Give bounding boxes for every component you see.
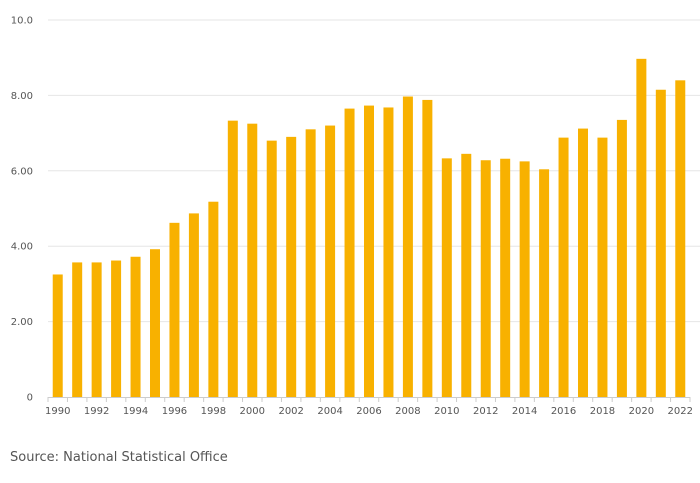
bar-1992 <box>91 262 102 397</box>
x-tick-label: 2004 <box>317 406 342 417</box>
x-axis <box>47 397 691 402</box>
y-tick-label: 10.0 <box>11 16 33 27</box>
bar-2020 <box>636 58 647 398</box>
x-tick-label: 2014 <box>512 406 537 417</box>
x-axis-tick-labels: 1990 1992 1994 1996 1998 2000 2002 2004 2006 2008… <box>45 406 693 417</box>
bar-2012 <box>480 160 491 397</box>
x-tick-label: 2020 <box>629 406 654 417</box>
bar-2013 <box>500 158 511 397</box>
bar-2010 <box>441 158 452 397</box>
bar-2000 <box>247 123 258 398</box>
y-tick-label: 8.00 <box>11 91 33 102</box>
bar-1997 <box>188 213 199 397</box>
bar-2003 <box>305 129 316 397</box>
bar-2009 <box>422 99 433 397</box>
bar-1991 <box>72 262 83 397</box>
bar-2016 <box>558 137 569 397</box>
x-tick-label: 2016 <box>551 406 576 417</box>
bar-2015 <box>539 169 550 397</box>
x-tick-label: 1998 <box>201 406 226 417</box>
bar-1993 <box>111 260 122 397</box>
y-tick-label: 6.00 <box>11 166 33 177</box>
bar-2021 <box>655 89 666 398</box>
bar-1998 <box>208 201 219 397</box>
bar-2005 <box>344 108 355 397</box>
bar-2007 <box>383 107 394 398</box>
x-tick-label: 2010 <box>434 406 459 417</box>
x-tick-label: 2000 <box>240 406 265 417</box>
x-tick-label: 2022 <box>668 406 693 417</box>
bar-1994 <box>130 256 141 397</box>
x-tick-label: 2002 <box>278 406 303 417</box>
x-tick-label: 1992 <box>84 406 109 417</box>
bars <box>52 58 686 398</box>
source-note: Source: National Statistical Office <box>10 450 228 465</box>
x-tick-label: 2018 <box>590 406 615 417</box>
y-tick-label: 4.00 <box>11 242 33 253</box>
bar-2018 <box>597 137 608 397</box>
bar-2019 <box>616 119 627 397</box>
bar-2008 <box>402 96 413 397</box>
x-tick-label: 2008 <box>395 406 420 417</box>
x-tick-label: 2006 <box>356 406 381 417</box>
bar-1999 <box>227 120 238 397</box>
bar-2004 <box>325 125 336 397</box>
bar-2006 <box>364 105 374 397</box>
x-tick-label: 1994 <box>123 406 148 417</box>
bar-2022 <box>675 80 686 397</box>
x-tick-label: 2012 <box>473 406 498 417</box>
bar-1995 <box>150 249 160 397</box>
y-tick-label: 2.00 <box>11 317 33 328</box>
x-tick-label: 1996 <box>162 406 187 417</box>
bar-1996 <box>169 222 180 397</box>
bar-2014 <box>519 161 530 397</box>
x-tick-label: 1990 <box>45 406 70 417</box>
y-axis-tick-labels: 0 2.00 4.00 6.00 8.00 10.0 <box>11 16 33 404</box>
bar-2017 <box>578 128 588 398</box>
bar-2001 <box>266 140 277 397</box>
y-tick-label: 0 <box>27 393 33 404</box>
bar-2011 <box>461 153 472 397</box>
bar-2002 <box>286 136 297 397</box>
bar-1990 <box>52 274 63 397</box>
